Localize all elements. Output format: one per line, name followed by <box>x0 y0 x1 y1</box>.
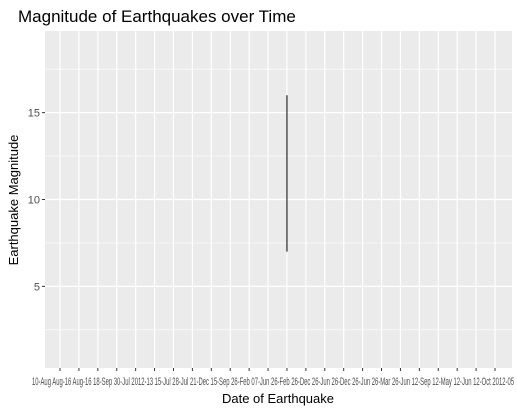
y-axis-title: Earthquake Magnitude <box>6 135 21 266</box>
y-axis: 5 10 15 <box>28 108 45 293</box>
x-axis-title: Date of Earthquake <box>222 391 334 406</box>
y-tick-label: 5 <box>34 281 40 293</box>
x-axis: 10-Aug Aug-16 Aug-16 18-Sep 30-Jul 2012-… <box>32 368 514 388</box>
x-tick-labels: 10-Aug Aug-16 Aug-16 18-Sep 30-Jul 2012-… <box>32 376 514 388</box>
major-gridlines <box>45 31 512 368</box>
y-tick-label: 10 <box>28 195 40 207</box>
chart-title: Magnitude of Earthquakes over Time <box>18 7 296 26</box>
y-tick-label: 15 <box>28 108 40 120</box>
minor-gridlines <box>45 68 512 331</box>
